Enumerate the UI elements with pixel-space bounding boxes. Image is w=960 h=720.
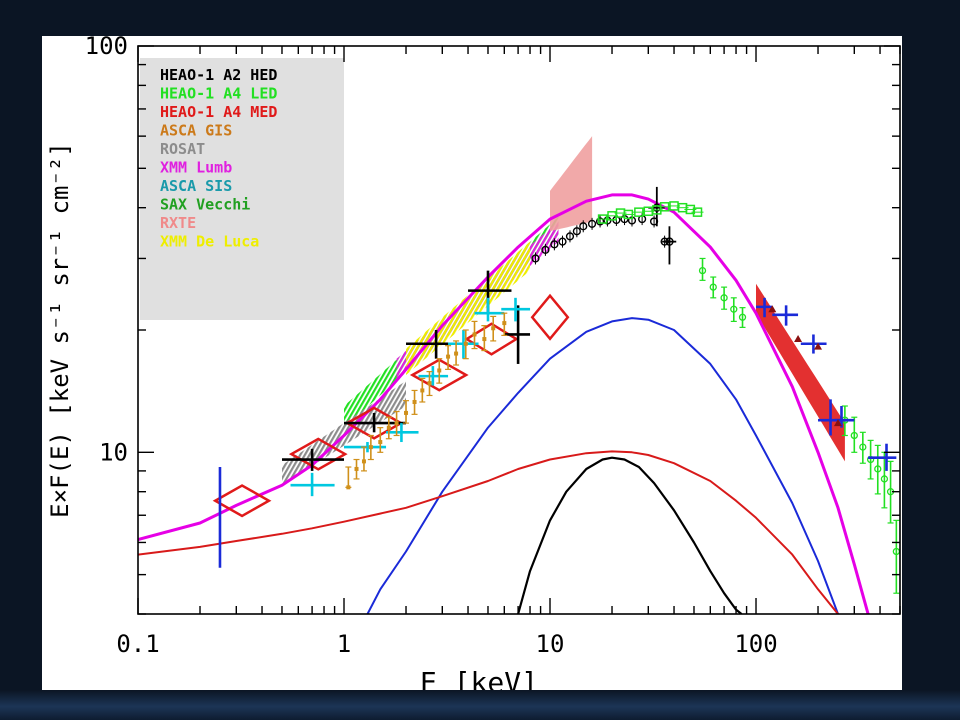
data-point-heao-1-a4-led: [698, 266, 707, 275]
diamond-marker: [288, 437, 348, 471]
diamond-marker: [464, 322, 519, 356]
legend-entry: XMM Lumb: [160, 159, 232, 177]
data-point-asca-gis: [472, 332, 477, 337]
data-point-asca-gis: [412, 399, 417, 404]
data-point-asca-gis: [404, 410, 409, 415]
data-point-asca-gis: [354, 466, 359, 471]
legend-entry: XMM De Luca: [160, 233, 259, 251]
data-point-asca-gis: [394, 421, 399, 426]
data-point-heao-1-a4-led: [859, 443, 867, 451]
chart-panel: 0.1 1 10 100 10 100 E [keV] E×F(E) [keV s⁻¹ sr⁻…: [42, 32, 902, 699]
data-point-heao-1-a4-med: [814, 342, 823, 350]
y-tick-label: 100: [85, 36, 128, 60]
legend-entry: RXTE: [160, 214, 196, 232]
data-point-asca-gis: [463, 341, 468, 346]
legend-entry: ROSAT: [160, 140, 205, 158]
data-point-asca-gis: [446, 354, 451, 359]
y-axis-label: E×F(E) [keV s⁻¹ sr⁻¹ cm⁻²]: [46, 142, 74, 518]
data-point-heao-1-a2-hed: [665, 237, 674, 246]
data-point-asca-gis: [491, 326, 496, 331]
x-tick-label: 10: [536, 630, 565, 658]
x-tick-label: 1: [337, 630, 351, 658]
legend-entry: SAX Vecchi: [160, 196, 250, 214]
legend-entry: ASCA GIS: [160, 122, 232, 140]
model-curve-2: [138, 450, 839, 614]
data-point-asca-gis: [361, 459, 366, 464]
data-point-asca-gis: [437, 368, 442, 373]
diamond-marker: [212, 484, 272, 518]
data-point-asca-gis: [368, 445, 373, 450]
slide-glow: [0, 690, 960, 720]
data-point-asca-gis: [427, 381, 432, 386]
data-point-asca-gis: [482, 337, 487, 342]
model-curve-3: [517, 456, 743, 614]
data-point-heao-1-a4-med: [768, 305, 777, 313]
data-point-heao-1-a4-led: [738, 313, 747, 321]
model-curve-1: [366, 317, 839, 614]
data-point-asca-gis: [378, 440, 383, 445]
legend-entry: HEAO-1 A4 MED: [160, 103, 277, 121]
data-point-heao-1-a4-med: [833, 419, 842, 427]
data-point-heao-1-a4-led: [874, 465, 882, 473]
data-point-asca-gis: [386, 425, 391, 430]
data-point-heao-1-a4-led: [880, 475, 889, 483]
data-point-heao-1-a4-led: [730, 305, 738, 313]
legend-entry: ASCA SIS: [160, 177, 232, 195]
data-point-heao-1-a4-med: [794, 335, 803, 343]
data-point-heao-1-a4-led: [720, 294, 728, 302]
x-tick-label: 100: [734, 630, 777, 658]
data-point-asca-gis: [346, 485, 351, 490]
data-point-asca-gis: [454, 351, 459, 356]
legend-entry: HEAO-1 A4 LED: [160, 85, 277, 103]
y-tick-label: 10: [99, 438, 128, 466]
data-point-heao-1-a4-led: [709, 283, 717, 291]
data-point-heao-1-a4-led: [850, 431, 858, 440]
legend-entry: HEAO-1 A2 HED: [160, 66, 277, 84]
x-tick-label: 0.1: [116, 630, 159, 658]
band-rxte: [550, 136, 593, 232]
band-heao-1-a4-med: [756, 283, 845, 462]
legend-background: [140, 58, 344, 320]
data-point-asca-gis: [420, 388, 425, 393]
data-point-asca-gis: [502, 321, 507, 326]
diamond-marker: [530, 293, 570, 341]
plot-area: [138, 136, 900, 614]
